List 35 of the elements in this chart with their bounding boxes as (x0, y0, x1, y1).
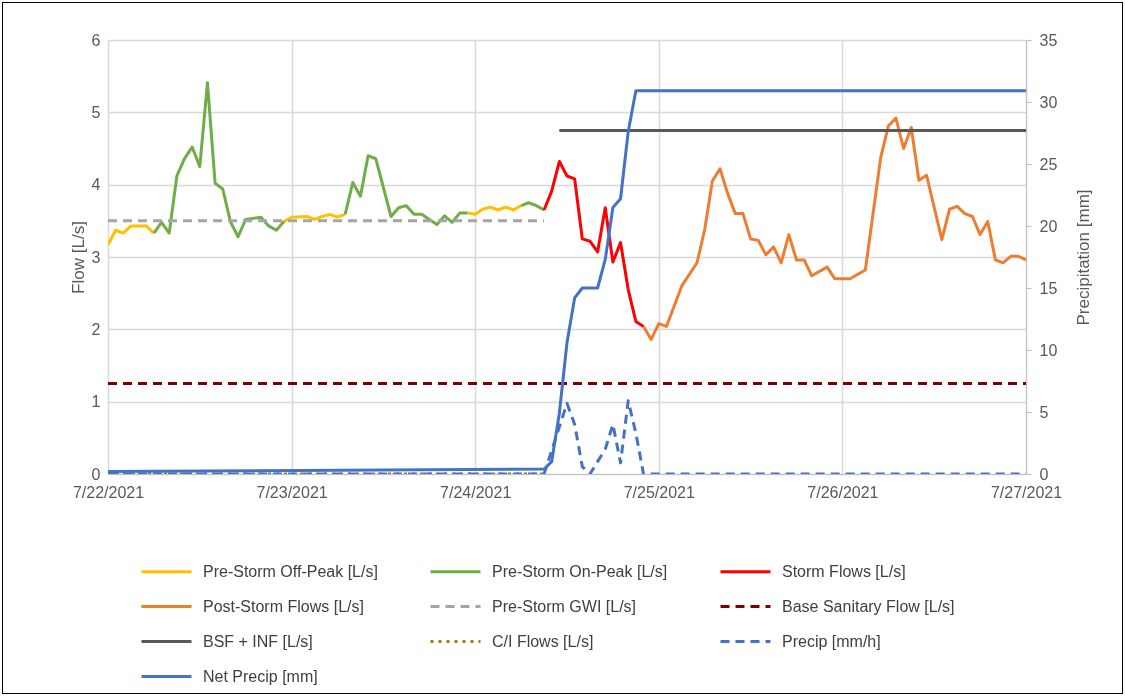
y2-tick-label: 10 (1039, 341, 1058, 359)
legend-label: Pre-Storm Off-Peak [L/s] (203, 562, 378, 580)
line-series (642, 116, 1026, 341)
y-tick-label: 2 (91, 320, 101, 338)
x-tick-label: 7/25/2021 (623, 483, 695, 501)
x-tick-label: 7/22/2021 (72, 483, 145, 501)
legend-label: Precip [mm/h] (782, 632, 881, 650)
legend-label: Pre-Storm On-Peak [L/s] (492, 562, 668, 580)
legend-label: Base Sanitary Flow [L/s] (782, 597, 955, 615)
y-tick-label: 6 (91, 31, 101, 49)
legend-label: C/I Flows [L/s] (492, 632, 594, 650)
y2-tick-label: 25 (1039, 155, 1058, 173)
x-tick-label: 7/27/2021 (990, 483, 1063, 501)
line-series (542, 160, 645, 328)
y2-tick-label: 15 (1039, 279, 1058, 297)
y-axis-title: Flow [L/s] (68, 221, 88, 294)
legend-label: Post-Storm Flows [L/s] (203, 597, 364, 615)
y-tick-label: 0 (91, 465, 101, 483)
y2-tick-label: 30 (1039, 93, 1058, 111)
y-tick-label: 5 (91, 103, 101, 121)
x-tick-label: 7/23/2021 (256, 483, 328, 501)
legend-label: Storm Flows [L/s] (782, 562, 906, 580)
y2-tick-label: 0 (1039, 465, 1049, 483)
y2-axis-title: Precipitation [mm] (1074, 189, 1094, 326)
y-tick-label: 3 (91, 248, 101, 266)
legend-label: Net Precip [mm] (203, 667, 318, 685)
x-tick-label: 7/26/2021 (807, 483, 879, 501)
y-tick-label: 1 (91, 393, 101, 411)
y2-tick-label: 35 (1039, 31, 1058, 49)
y-tick-label: 4 (91, 176, 101, 194)
legend-label: BSF + INF [L/s] (203, 632, 313, 650)
y2-tick-label: 5 (1039, 403, 1049, 421)
x-tick-label: 7/24/2021 (440, 483, 512, 501)
y2-tick-label: 20 (1039, 217, 1058, 235)
legend-label: Pre-Storm GWI [L/s] (492, 597, 637, 615)
